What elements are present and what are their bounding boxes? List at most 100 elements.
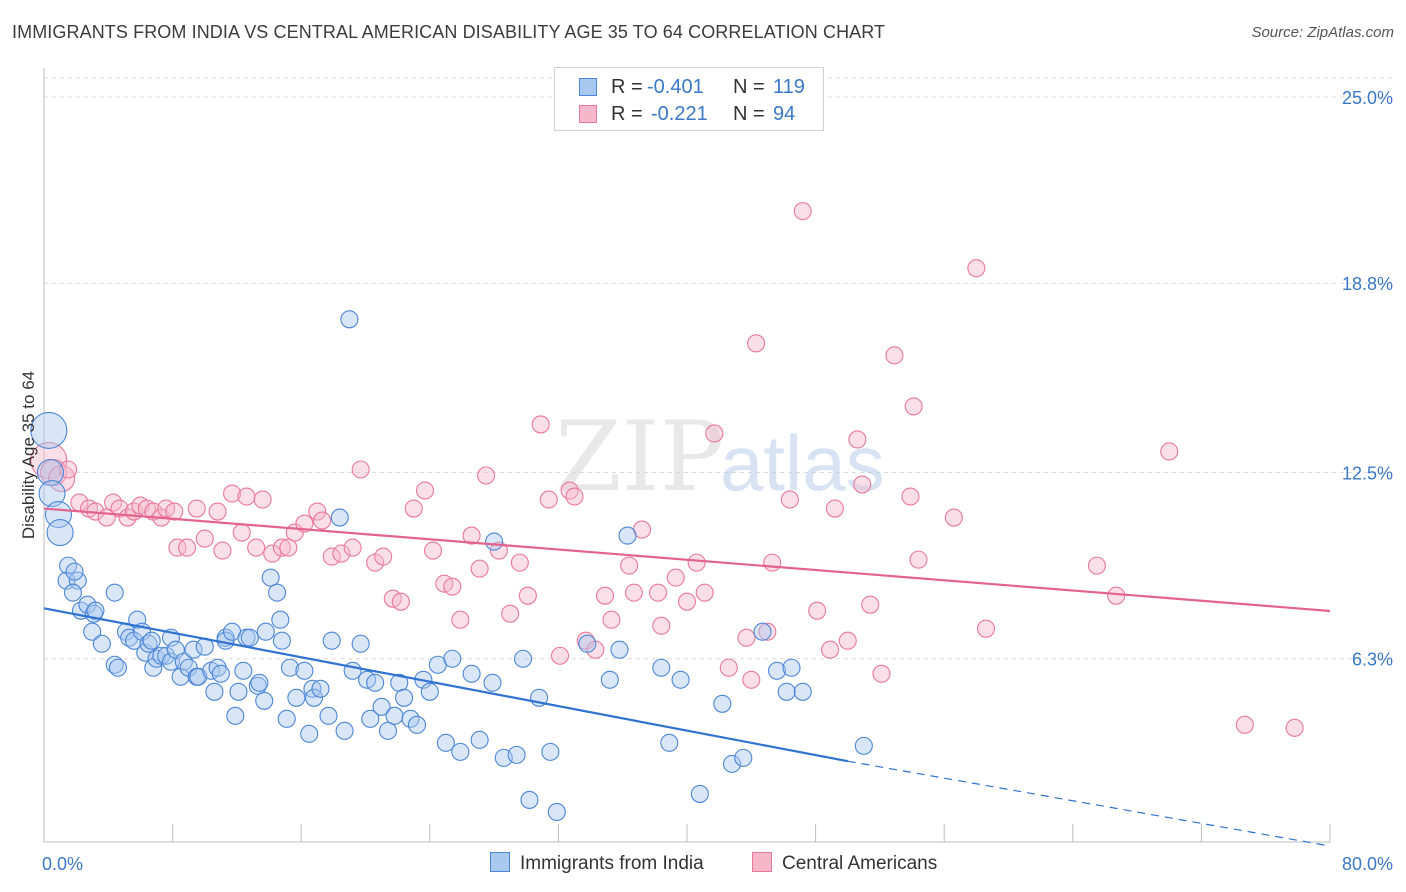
central-american-point xyxy=(885,346,904,365)
bottom-legend-central-swatch xyxy=(752,852,772,872)
central-american-point xyxy=(838,631,857,650)
central-american-point xyxy=(861,595,880,614)
central-american-point xyxy=(620,556,639,575)
india-point xyxy=(234,661,253,680)
india-point xyxy=(157,646,176,665)
central-american-point xyxy=(872,664,891,683)
india-point xyxy=(65,562,84,581)
central-american-point xyxy=(793,202,812,221)
central-american-point xyxy=(489,541,508,560)
india-point xyxy=(161,652,181,671)
india-point xyxy=(142,631,161,650)
central-american-point xyxy=(747,334,766,353)
central-american-point xyxy=(351,460,370,479)
india-point xyxy=(507,745,526,764)
central-american-point xyxy=(168,538,187,557)
central-american-point xyxy=(253,490,272,509)
central-american-point xyxy=(602,610,621,629)
central-american-point xyxy=(263,544,282,563)
india-point xyxy=(272,631,291,650)
india-point xyxy=(483,673,502,692)
india-point xyxy=(335,721,354,740)
india-point xyxy=(361,709,380,728)
central-american-point xyxy=(232,523,251,542)
central-american-point xyxy=(758,622,777,641)
central-american-point xyxy=(687,553,706,572)
india-point xyxy=(271,610,290,629)
india-point xyxy=(513,649,533,668)
india-point xyxy=(395,688,414,707)
india-swatch xyxy=(579,78,597,96)
india-point xyxy=(63,583,82,602)
india-point xyxy=(322,631,341,650)
india-point xyxy=(420,682,439,701)
central-american-point xyxy=(518,586,537,605)
india-point xyxy=(92,634,111,653)
central-american-point xyxy=(705,424,724,443)
y-tick-label: 6.3% xyxy=(1352,650,1393,670)
central-american-point xyxy=(1087,556,1106,575)
central-american-point xyxy=(343,538,362,557)
central-r-value: -0.221 xyxy=(651,103,708,125)
india-n-value: 119 xyxy=(773,76,805,98)
india-point xyxy=(600,670,619,689)
central-american-point xyxy=(470,559,489,578)
india-point xyxy=(734,748,753,767)
india-point xyxy=(372,697,391,716)
india-point xyxy=(451,742,470,761)
central-american-point xyxy=(550,646,570,665)
india-point xyxy=(83,622,102,641)
india-point xyxy=(108,658,127,677)
india-trend-extension xyxy=(847,760,1331,847)
central-american-point xyxy=(677,592,697,611)
india-point xyxy=(248,676,267,695)
central-american-point xyxy=(1285,718,1304,737)
india-point xyxy=(854,736,873,755)
central-american-point xyxy=(423,541,443,560)
central-american-point xyxy=(825,499,844,518)
chart-title: IMMIGRANTS FROM INDIA VS CENTRAL AMERICA… xyxy=(12,22,886,42)
central-american-point xyxy=(821,640,840,659)
central-american-point xyxy=(763,553,782,572)
central-american-point xyxy=(295,514,314,533)
central-american-point xyxy=(719,658,738,677)
y-axis-label: Disability Age 35 to 64 xyxy=(19,371,38,539)
central-american-point xyxy=(1160,442,1179,461)
central-american-point xyxy=(901,487,920,506)
central-american-point xyxy=(780,490,799,509)
india-point xyxy=(793,682,812,701)
x-axis-min-label: 0.0% xyxy=(42,854,83,874)
central-american-point xyxy=(976,619,996,638)
central-american-point xyxy=(539,490,558,509)
central-american-point xyxy=(510,553,529,572)
central-n-value: 94 xyxy=(773,103,796,125)
central-american-point xyxy=(666,568,685,587)
india-r-label: R = xyxy=(611,76,643,98)
central-american-point xyxy=(237,487,256,506)
india-point xyxy=(105,583,124,602)
central-swatch xyxy=(579,105,597,123)
central-american-point xyxy=(374,547,393,566)
chart-source: Source: ZipAtlas.com xyxy=(1251,24,1394,41)
central-american-point xyxy=(565,487,584,506)
central-american-point xyxy=(848,430,867,449)
central-american-point xyxy=(967,259,986,278)
central-american-point xyxy=(195,529,214,548)
india-point xyxy=(205,682,224,701)
india-point xyxy=(782,658,801,677)
central-american-point xyxy=(1107,586,1126,605)
central-american-point xyxy=(737,628,756,647)
central-american-point xyxy=(462,526,481,545)
india-point xyxy=(229,682,248,701)
india-point xyxy=(671,670,690,689)
central-american-point xyxy=(223,484,242,503)
central-american-point xyxy=(391,592,410,611)
correlation-legend: R = -0.401 N = 119 R = -0.221 N = 94 xyxy=(554,67,824,131)
grid-layer xyxy=(44,77,1392,660)
bottom-legend-india-swatch xyxy=(490,852,510,872)
central-american-point xyxy=(415,481,435,500)
india-point xyxy=(462,664,481,683)
central-r-label: R = xyxy=(611,103,643,125)
india-point xyxy=(485,532,504,551)
india-r-value: -0.401 xyxy=(647,76,704,98)
